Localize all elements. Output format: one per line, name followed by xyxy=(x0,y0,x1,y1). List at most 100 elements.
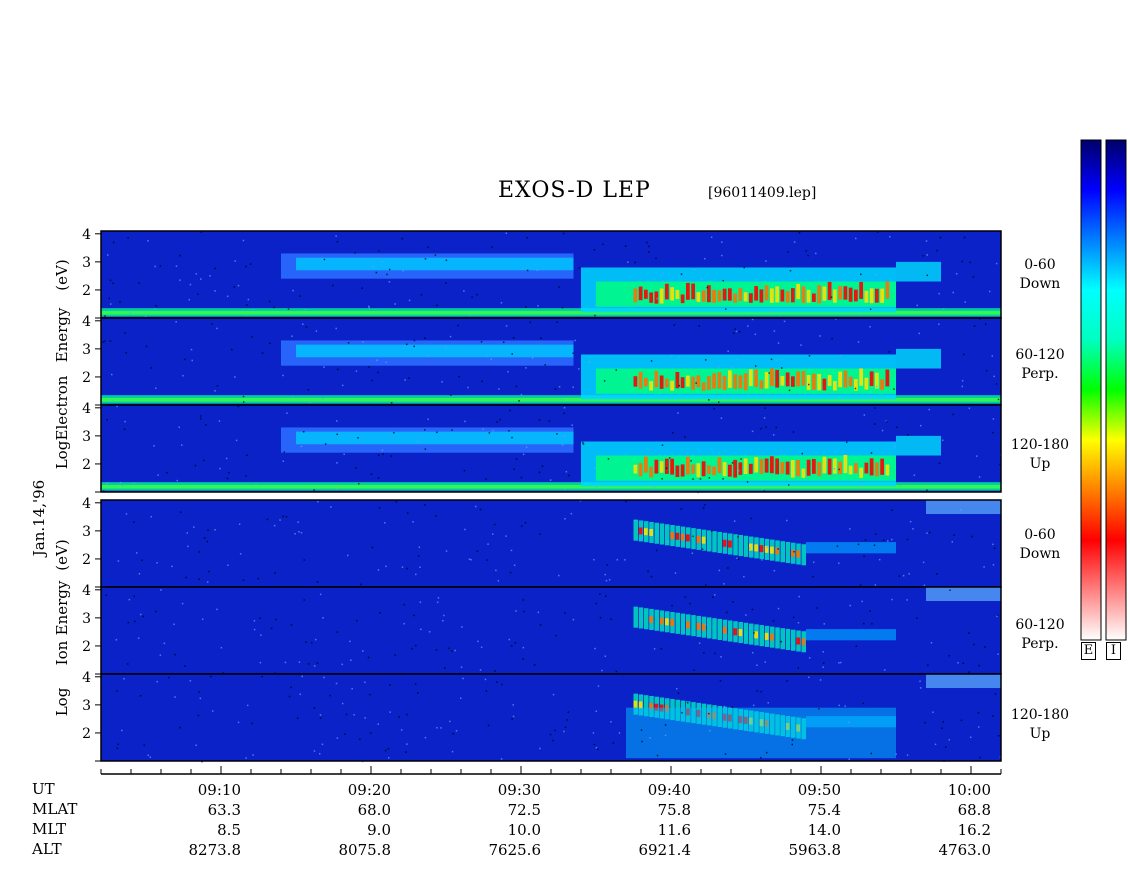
noise-pixel xyxy=(525,306,527,308)
electron-cusp-pixel xyxy=(659,375,664,389)
noise-pixel xyxy=(508,638,511,641)
ion-cusp-pixel xyxy=(644,608,649,630)
noise-pixel xyxy=(615,670,618,673)
electron-cusp-pixel xyxy=(791,288,795,303)
noise-pixel xyxy=(655,257,657,260)
noise-pixel xyxy=(335,682,338,685)
noise-pixel xyxy=(698,325,701,327)
noise-pixel xyxy=(615,369,617,371)
noise-pixel xyxy=(515,385,518,388)
noise-pixel xyxy=(512,337,515,339)
noise-pixel xyxy=(708,477,711,479)
noise-pixel xyxy=(977,712,980,714)
noise-pixel xyxy=(667,540,669,543)
noise-pixel xyxy=(371,546,374,549)
electron-cusp-pixel xyxy=(780,375,785,386)
noise-pixel xyxy=(415,644,417,647)
noise-pixel xyxy=(747,325,749,327)
electron-cusp-pixel xyxy=(775,286,779,303)
noise-pixel xyxy=(269,342,271,345)
ion-cusp-hot-pixel xyxy=(675,532,680,540)
noise-pixel xyxy=(460,666,463,668)
electron-cusp-pixel xyxy=(864,377,869,390)
noise-pixel xyxy=(480,646,483,649)
noise-pixel xyxy=(404,379,406,381)
noise-pixel xyxy=(395,501,398,503)
noise-pixel xyxy=(149,756,152,758)
noise-pixel xyxy=(245,475,247,477)
noise-pixel xyxy=(775,426,778,429)
noise-pixel xyxy=(508,430,510,432)
noise-pixel xyxy=(467,386,469,389)
noise-pixel xyxy=(216,327,218,330)
noise-pixel xyxy=(724,753,727,755)
noise-pixel xyxy=(176,479,178,482)
noise-pixel xyxy=(305,641,307,643)
noise-pixel xyxy=(780,367,783,369)
noise-pixel xyxy=(336,368,339,371)
noise-pixel xyxy=(208,570,210,573)
noise-pixel xyxy=(353,714,355,716)
electron-low-core xyxy=(101,484,1001,489)
noise-pixel xyxy=(677,412,679,414)
ephemeris-value: 09:10 xyxy=(198,781,241,799)
electron-cusp-pixel xyxy=(686,375,690,387)
electron-trapped-core xyxy=(296,344,574,358)
noise-pixel xyxy=(874,584,877,586)
noise-pixel xyxy=(343,453,345,456)
noise-pixel xyxy=(671,604,673,607)
noise-pixel xyxy=(133,595,135,598)
noise-pixel xyxy=(341,663,344,666)
ion-cusp-hot-pixel xyxy=(796,637,800,645)
noise-pixel xyxy=(413,614,415,617)
noise-pixel xyxy=(938,323,940,326)
noise-pixel xyxy=(411,647,413,650)
electron-cusp-pixel xyxy=(859,281,863,299)
electron-cusp-pixel xyxy=(869,371,874,386)
noise-pixel xyxy=(166,471,168,474)
noise-pixel xyxy=(680,273,683,275)
noise-pixel xyxy=(525,367,527,369)
noise-pixel xyxy=(216,385,219,387)
noise-pixel xyxy=(995,262,998,265)
noise-pixel xyxy=(359,738,361,741)
noise-pixel xyxy=(491,533,494,535)
electron-cusp-pixel xyxy=(843,454,848,474)
noise-pixel xyxy=(765,426,767,428)
noise-pixel xyxy=(385,361,387,364)
noise-pixel xyxy=(713,594,716,596)
electron-cusp-pixel xyxy=(649,292,653,303)
noise-pixel xyxy=(181,602,184,605)
noise-pixel xyxy=(916,304,919,307)
noise-pixel xyxy=(401,566,404,568)
electron-cusp-pixel xyxy=(680,377,685,389)
noise-pixel xyxy=(513,468,515,471)
noise-pixel xyxy=(991,355,994,357)
electron-cusp-pixel xyxy=(880,288,884,303)
noise-pixel xyxy=(923,584,926,587)
noise-pixel xyxy=(505,232,508,235)
noise-pixel xyxy=(698,642,701,644)
noise-pixel xyxy=(106,482,109,484)
noise-pixel xyxy=(693,709,696,711)
noise-pixel xyxy=(424,337,426,339)
noise-pixel xyxy=(212,710,214,712)
noise-pixel xyxy=(513,564,516,567)
noise-pixel xyxy=(756,690,759,692)
noise-pixel xyxy=(154,265,156,268)
electron-cusp-pixel xyxy=(880,458,884,475)
noise-pixel xyxy=(301,675,304,678)
noise-pixel xyxy=(428,631,431,633)
noise-pixel xyxy=(273,524,276,527)
noise-pixel xyxy=(928,408,931,411)
electron-cusp-pixel xyxy=(633,464,638,474)
noise-pixel xyxy=(912,528,914,530)
electron-cusp-pixel xyxy=(827,458,832,475)
noise-pixel xyxy=(563,412,565,415)
noise-pixel xyxy=(656,297,659,300)
noise-pixel xyxy=(377,723,379,725)
noise-pixel xyxy=(316,581,319,583)
noise-pixel xyxy=(761,488,763,491)
panel-frame xyxy=(100,404,1002,493)
noise-pixel xyxy=(297,521,299,523)
